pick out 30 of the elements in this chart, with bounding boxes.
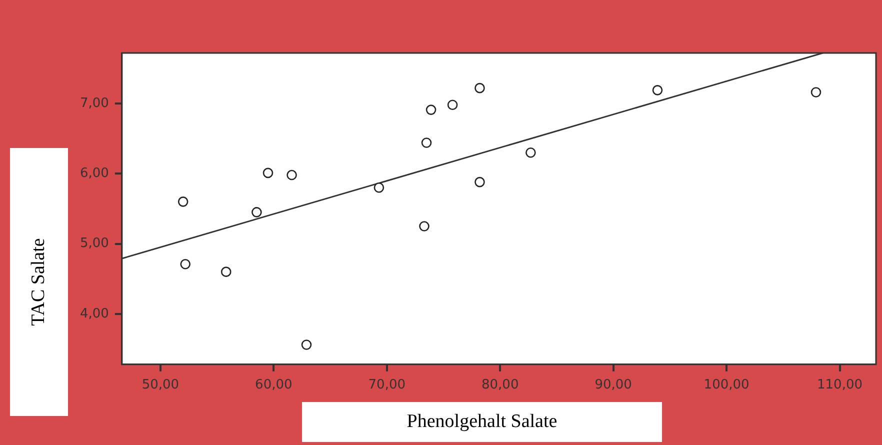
x-tick-label: 60,00 bbox=[255, 378, 292, 393]
point bbox=[652, 85, 663, 96]
y-tick-label: 6,00 bbox=[80, 166, 109, 182]
x-axis-title: Phenolgehalt Salate bbox=[406, 411, 558, 433]
point bbox=[178, 196, 188, 207]
point bbox=[220, 266, 232, 277]
y-tick-label: 5,00 bbox=[80, 236, 109, 252]
x-tick-label: 80,00 bbox=[481, 378, 519, 393]
point bbox=[252, 207, 262, 218]
x-tick-label: 110,00 bbox=[817, 378, 863, 393]
x-tick-label: 100,00 bbox=[704, 378, 750, 393]
point bbox=[810, 87, 822, 98]
point bbox=[474, 82, 485, 94]
y-tick-label: 7,00 bbox=[80, 96, 109, 111]
point bbox=[474, 176, 485, 188]
x-tick-label: 50,00 bbox=[142, 378, 180, 393]
point bbox=[262, 168, 274, 178]
point bbox=[526, 147, 536, 158]
point bbox=[419, 221, 430, 232]
point bbox=[374, 182, 384, 193]
y-tick-label: 4,00 bbox=[80, 306, 109, 322]
point bbox=[421, 138, 432, 148]
x-tick-label: 70,00 bbox=[368, 378, 406, 393]
point bbox=[180, 258, 190, 270]
x-tick-label: 90,00 bbox=[594, 378, 632, 393]
point bbox=[447, 100, 458, 110]
y-axis-title: TAC Salate bbox=[28, 238, 50, 326]
point bbox=[301, 340, 312, 350]
point bbox=[426, 104, 436, 115]
point bbox=[286, 170, 297, 180]
